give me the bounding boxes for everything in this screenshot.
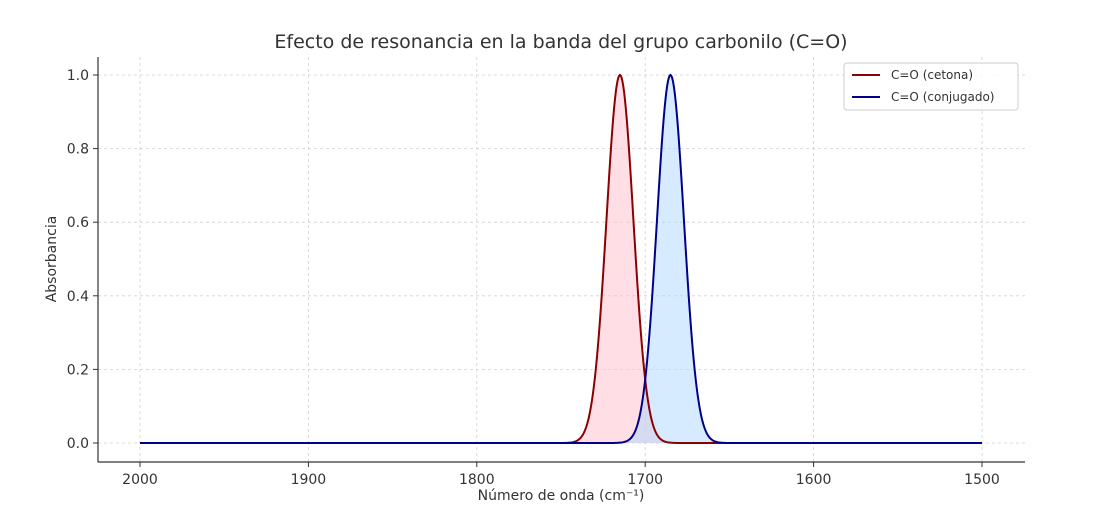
y-tick-label: 0.2 xyxy=(67,362,89,378)
axes xyxy=(97,57,1025,463)
y-tick-label: 0.8 xyxy=(67,142,89,158)
x-tick-label: 1600 xyxy=(796,472,832,488)
y-axis-label: Absorbancia xyxy=(44,216,60,303)
series-fills xyxy=(140,75,982,443)
y-tick-label: 0.4 xyxy=(67,289,89,305)
x-tick-label: 1900 xyxy=(291,472,327,488)
y-ticks: 0.0 0.2 0.4 0.6 0.8 1.0 xyxy=(67,68,98,452)
y-tick-label: 0.6 xyxy=(67,215,89,231)
legend-label-conjugado: C=O (conjugado) xyxy=(891,90,994,104)
series-line xyxy=(140,73,982,444)
series-lines xyxy=(140,73,982,444)
series-line xyxy=(140,73,982,444)
x-axis-label: Número de onda (cm⁻¹) xyxy=(478,488,645,504)
x-tick-label: 2000 xyxy=(122,472,158,488)
x-tick-label: 1500 xyxy=(964,472,1000,488)
x-ticks: 2000 1900 1800 1700 1600 1500 xyxy=(122,462,1000,488)
y-tick-label: 1.0 xyxy=(67,68,89,84)
series-fill xyxy=(140,75,982,443)
y-tick-label: 0.0 xyxy=(67,436,89,452)
chart-title: Efecto de resonancia en la banda del gru… xyxy=(274,31,847,53)
x-tick-label: 1800 xyxy=(459,472,495,488)
series-fill xyxy=(140,75,982,443)
legend: C=O (cetona) C=O (conjugado) xyxy=(843,62,1019,111)
legend-box xyxy=(843,62,1019,111)
grid xyxy=(98,57,1025,462)
x-tick-label: 1700 xyxy=(627,472,663,488)
legend-label-cetona: C=O (cetona) xyxy=(891,68,973,82)
